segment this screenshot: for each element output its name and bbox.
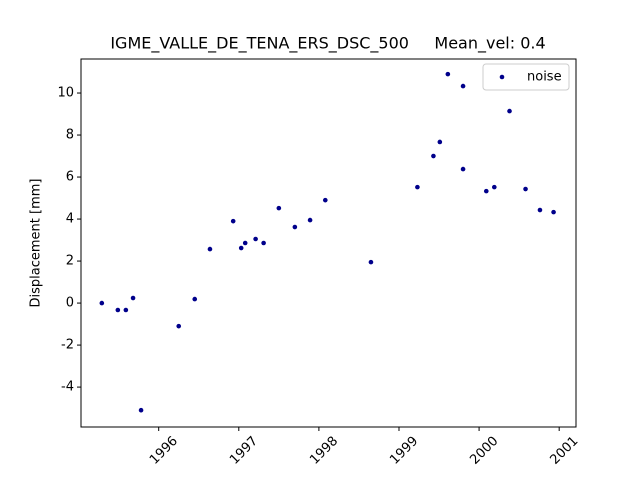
data-point bbox=[492, 184, 497, 190]
data-point bbox=[230, 218, 236, 224]
y-tick-label: 0 bbox=[66, 296, 74, 311]
data-point bbox=[192, 296, 198, 302]
data-point bbox=[242, 240, 248, 246]
y-tick-label: 6 bbox=[66, 170, 74, 185]
data-point bbox=[253, 236, 258, 242]
x-tick-label: 1997 bbox=[227, 434, 261, 468]
y-tick-label: -4 bbox=[61, 380, 74, 395]
plot-frame bbox=[80, 58, 577, 428]
x-tick-label: 1999 bbox=[387, 434, 421, 468]
legend-box bbox=[482, 63, 570, 91]
data-point bbox=[460, 166, 466, 172]
data-point bbox=[176, 323, 182, 329]
data-point bbox=[483, 188, 489, 194]
data-point bbox=[415, 184, 420, 190]
legend-marker bbox=[499, 74, 505, 80]
y-tick-label: 4 bbox=[66, 212, 74, 227]
data-point bbox=[368, 259, 374, 265]
x-tick-label: 1996 bbox=[147, 434, 181, 468]
data-point bbox=[523, 186, 528, 192]
data-point bbox=[238, 245, 244, 251]
data-point bbox=[537, 207, 543, 213]
data-point bbox=[322, 197, 328, 203]
data-point bbox=[138, 407, 144, 413]
y-axis-label: Displacement [mm] bbox=[29, 179, 44, 308]
legend-label: noise bbox=[527, 70, 562, 85]
y-tick-label: 10 bbox=[57, 86, 74, 101]
y-tick-label: 8 bbox=[66, 128, 74, 143]
data-point bbox=[507, 108, 512, 114]
data-point bbox=[207, 246, 213, 252]
y-tick-label: -2 bbox=[61, 338, 74, 353]
data-point bbox=[130, 295, 136, 301]
data-point bbox=[445, 71, 451, 77]
data-point bbox=[437, 139, 443, 145]
data-point bbox=[307, 217, 313, 223]
data-point bbox=[99, 300, 105, 306]
chart-title: IGME_VALLE_DE_TENA_ERS_DSC_500 Mean_vel:… bbox=[110, 34, 545, 54]
data-point bbox=[261, 240, 266, 246]
data-point bbox=[551, 209, 556, 215]
data-point bbox=[292, 224, 298, 230]
data-point bbox=[460, 83, 466, 89]
x-tick-label: 2000 bbox=[467, 434, 501, 468]
x-tick-label: 2001 bbox=[547, 434, 581, 468]
x-tick-label: 1998 bbox=[307, 434, 341, 468]
data-point bbox=[123, 307, 129, 313]
data-point bbox=[115, 307, 121, 313]
data-point bbox=[276, 205, 282, 211]
data-point bbox=[431, 153, 436, 159]
y-tick-label: 2 bbox=[66, 254, 74, 269]
